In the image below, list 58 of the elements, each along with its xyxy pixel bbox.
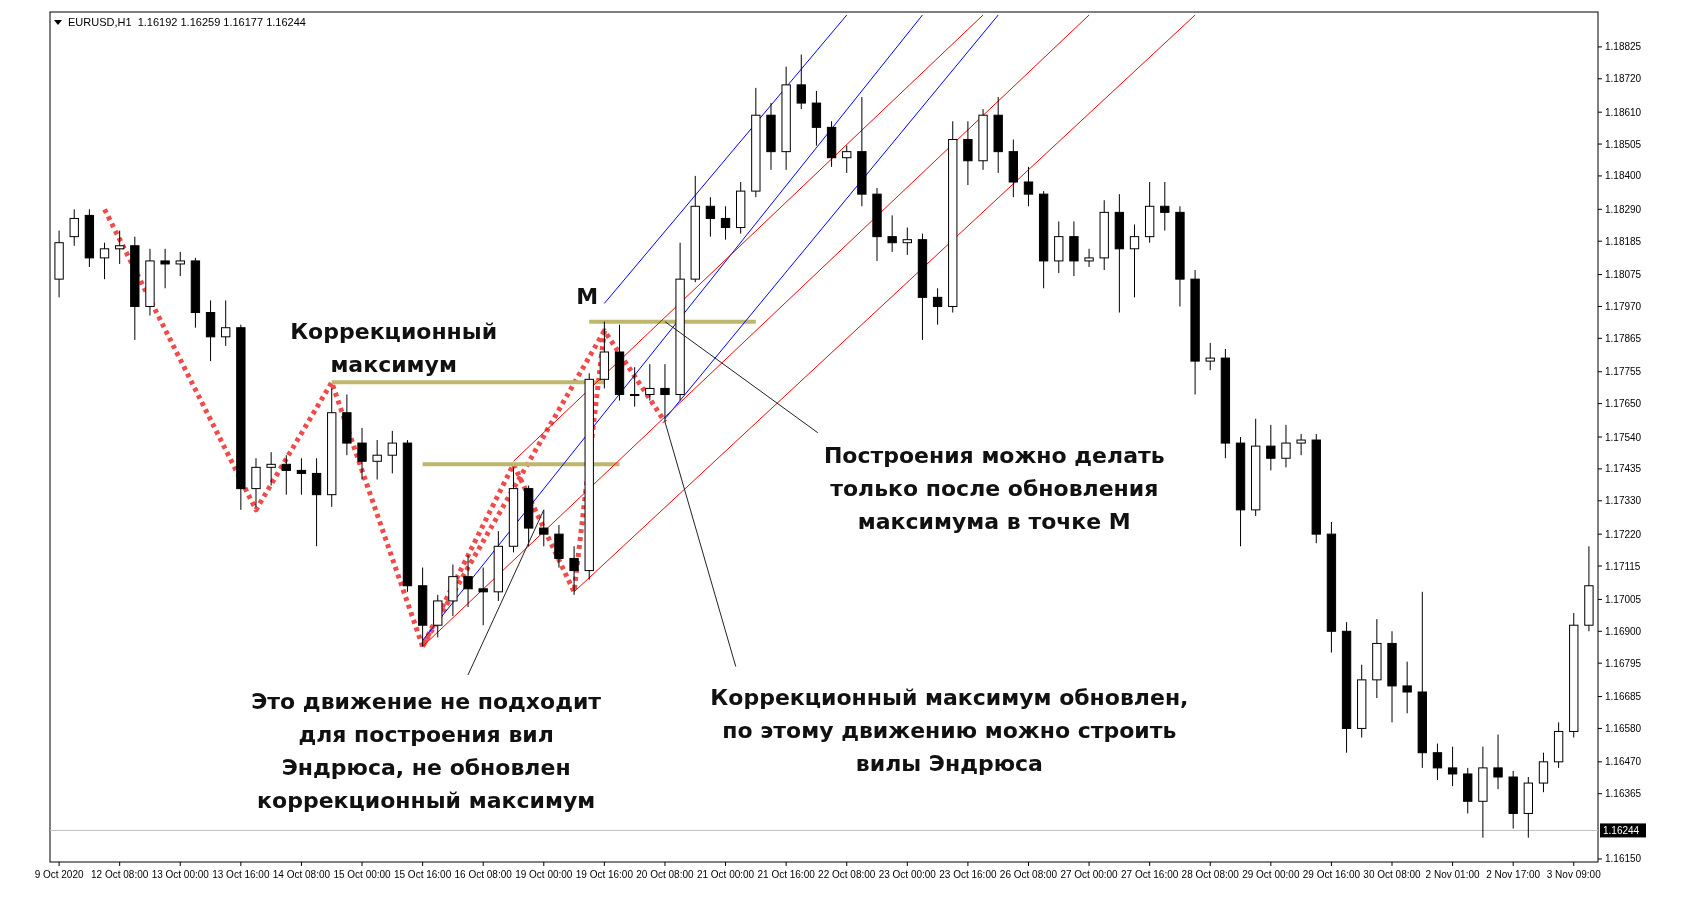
x-tick-label: 26 Oct 08:00 <box>999 869 1058 880</box>
y-tick-label: 1.18720 <box>1605 73 1642 85</box>
y-tick-label: 1.16795 <box>1605 657 1642 669</box>
x-tick-label: 13 Oct 16:00 <box>212 869 270 880</box>
x-tick-label: 15 Oct 00:00 <box>333 869 392 880</box>
y-tick-label: 1.17330 <box>1605 495 1642 507</box>
y-tick-label: 1.17115 <box>1605 560 1641 572</box>
y-tick-label: 1.17755 <box>1605 366 1642 378</box>
y-tick-label: 1.17435 <box>1605 463 1642 475</box>
annotation: Коррекционный максимум <box>290 319 498 378</box>
x-tick-label: 29 Oct 16:00 <box>1302 869 1361 880</box>
y-tick-label: 1.18400 <box>1605 170 1642 182</box>
y-tick-label: 1.17005 <box>1605 593 1642 605</box>
y-tick-label: 1.16685 <box>1605 691 1642 703</box>
y-tick-label: 1.16900 <box>1605 625 1642 637</box>
y-tick-label: 1.17650 <box>1605 398 1642 410</box>
y-tick-label: 1.17865 <box>1605 332 1642 344</box>
x-tick-label: 27 Oct 16:00 <box>1121 869 1179 880</box>
x-tick-label: 30 Oct 08:00 <box>1363 869 1422 880</box>
x-tick-label: 3 Nov 09:00 <box>1546 869 1602 880</box>
y-tick-label: 1.16580 <box>1605 722 1642 734</box>
x-tick-label: 12 Oct 08:00 <box>91 869 149 880</box>
y-tick-label: 1.18075 <box>1605 269 1642 281</box>
x-tick-label: 27 Oct 00:00 <box>1060 869 1119 880</box>
chart-title: EURUSD,H1 1.16192 1.16259 1.16177 1.16244 <box>68 16 306 28</box>
x-tick-label: 21 Oct 16:00 <box>757 869 816 880</box>
x-tick-label: 15 Oct 16:00 <box>393 869 452 880</box>
x-tick-label: 20 Oct 08:00 <box>636 869 695 880</box>
x-tick-label: 9 Oct 2020 <box>34 869 84 880</box>
annotation: Коррекционный максимум обновлен, по этому движению можно строить вилы Эндрюса <box>710 684 1189 776</box>
y-tick-label: 1.17220 <box>1605 528 1642 540</box>
x-tick-label: 19 Oct 00:00 <box>515 869 573 880</box>
ref-line-label: 1.16244 <box>1603 824 1640 836</box>
y-tick-label: 1.16470 <box>1605 756 1642 768</box>
annotation: Построения можно делать только после обновления максимума в точке М <box>823 442 1165 534</box>
y-tick-label: 1.16150 <box>1605 853 1642 865</box>
x-tick-label: 21 Oct 00:00 <box>696 869 755 880</box>
x-tick-label: 2 Nov 17:00 <box>1486 869 1541 880</box>
annotation: М <box>576 283 599 309</box>
x-tick-label: 29 Oct 00:00 <box>1242 869 1300 880</box>
y-tick-label: 1.18185 <box>1605 235 1642 247</box>
x-tick-label: 2 Nov 01:00 <box>1425 869 1480 880</box>
y-tick-label: 1.18505 <box>1605 138 1642 150</box>
x-tick-label: 19 Oct 16:00 <box>575 869 634 880</box>
x-tick-label: 13 Oct 00:00 <box>151 869 210 880</box>
y-tick-label: 1.18290 <box>1605 203 1642 215</box>
y-tick-label: 1.17540 <box>1605 431 1642 443</box>
x-tick-label: 16 Oct 08:00 <box>454 869 513 880</box>
x-tick-label: 28 Oct 08:00 <box>1181 869 1240 880</box>
y-tick-label: 1.17970 <box>1605 300 1642 312</box>
y-tick-label: 1.18825 <box>1605 41 1642 53</box>
x-tick-label: 23 Oct 00:00 <box>878 869 937 880</box>
annotation: Это движение не подходит для построения вил Эндрюса, не обновлен коррекционный максимум <box>251 689 602 813</box>
x-tick-label: 23 Oct 16:00 <box>939 869 997 880</box>
y-tick-label: 1.18610 <box>1605 106 1642 118</box>
x-tick-label: 14 Oct 08:00 <box>272 869 331 880</box>
x-tick-label: 22 Oct 08:00 <box>818 869 876 880</box>
y-tick-label: 1.16365 <box>1605 788 1642 800</box>
